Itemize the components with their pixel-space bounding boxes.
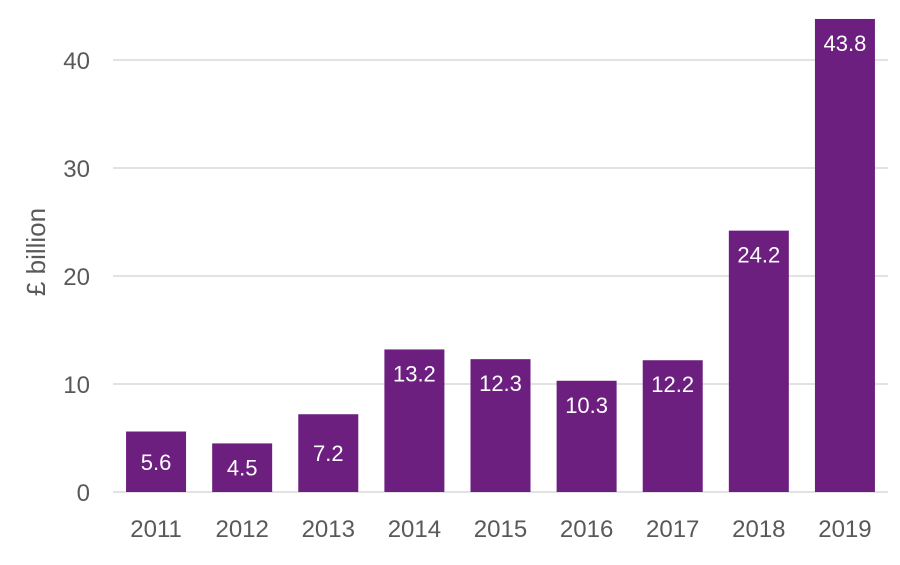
- bar-2017: [642, 360, 703, 492]
- y-tick-label: 10: [63, 372, 90, 399]
- x-tick-label-2015: 2015: [474, 516, 527, 543]
- x-tick-label-2014: 2014: [388, 516, 441, 543]
- x-tick-label-2013: 2013: [302, 516, 355, 543]
- bar-2013: [298, 414, 359, 492]
- x-tick-label-2016: 2016: [560, 516, 613, 543]
- x-axis-ticks: 2011 2012 2013 2014 2015 2016 2017 2018 2019: [130, 516, 871, 543]
- bar-2012: [212, 443, 273, 492]
- x-tick-label-2019: 2019: [818, 516, 871, 543]
- data-label-2011: 5.6: [141, 450, 172, 475]
- bar-2011: [126, 431, 187, 492]
- data-label-2015: 12.3: [479, 371, 522, 396]
- bar-2014: [384, 349, 445, 492]
- x-tick-label-2018: 2018: [732, 516, 785, 543]
- data-label-2013: 7.2: [313, 441, 344, 466]
- y-tick-label: 20: [63, 264, 90, 291]
- y-tick-label: 30: [63, 156, 90, 183]
- y-axis-title: £ billion: [21, 208, 51, 296]
- bars: 5.6 4.5 7.2 13.2 12.3 10.3 12.2 24.2 43.8: [126, 18, 875, 493]
- data-label-2014: 13.2: [393, 361, 436, 386]
- data-label-2018: 24.2: [737, 243, 780, 268]
- x-tick-label-2012: 2012: [215, 516, 268, 543]
- x-tick-label-2017: 2017: [646, 516, 699, 543]
- data-label-2017: 12.2: [651, 372, 694, 397]
- x-tick-label-2011: 2011: [130, 516, 182, 543]
- bar-2019: [814, 18, 875, 493]
- data-label-2016: 10.3: [565, 393, 608, 418]
- bar-2018: [728, 230, 789, 492]
- y-tick-label: 40: [63, 48, 90, 75]
- bar-2015: [470, 359, 531, 492]
- data-label-2019: 43.8: [824, 31, 867, 56]
- y-axis-ticks: 0 10 20 30 40: [63, 48, 90, 507]
- data-label-2012: 4.5: [227, 456, 258, 481]
- bar-2016: [556, 380, 617, 492]
- y-tick-label: 0: [77, 480, 90, 507]
